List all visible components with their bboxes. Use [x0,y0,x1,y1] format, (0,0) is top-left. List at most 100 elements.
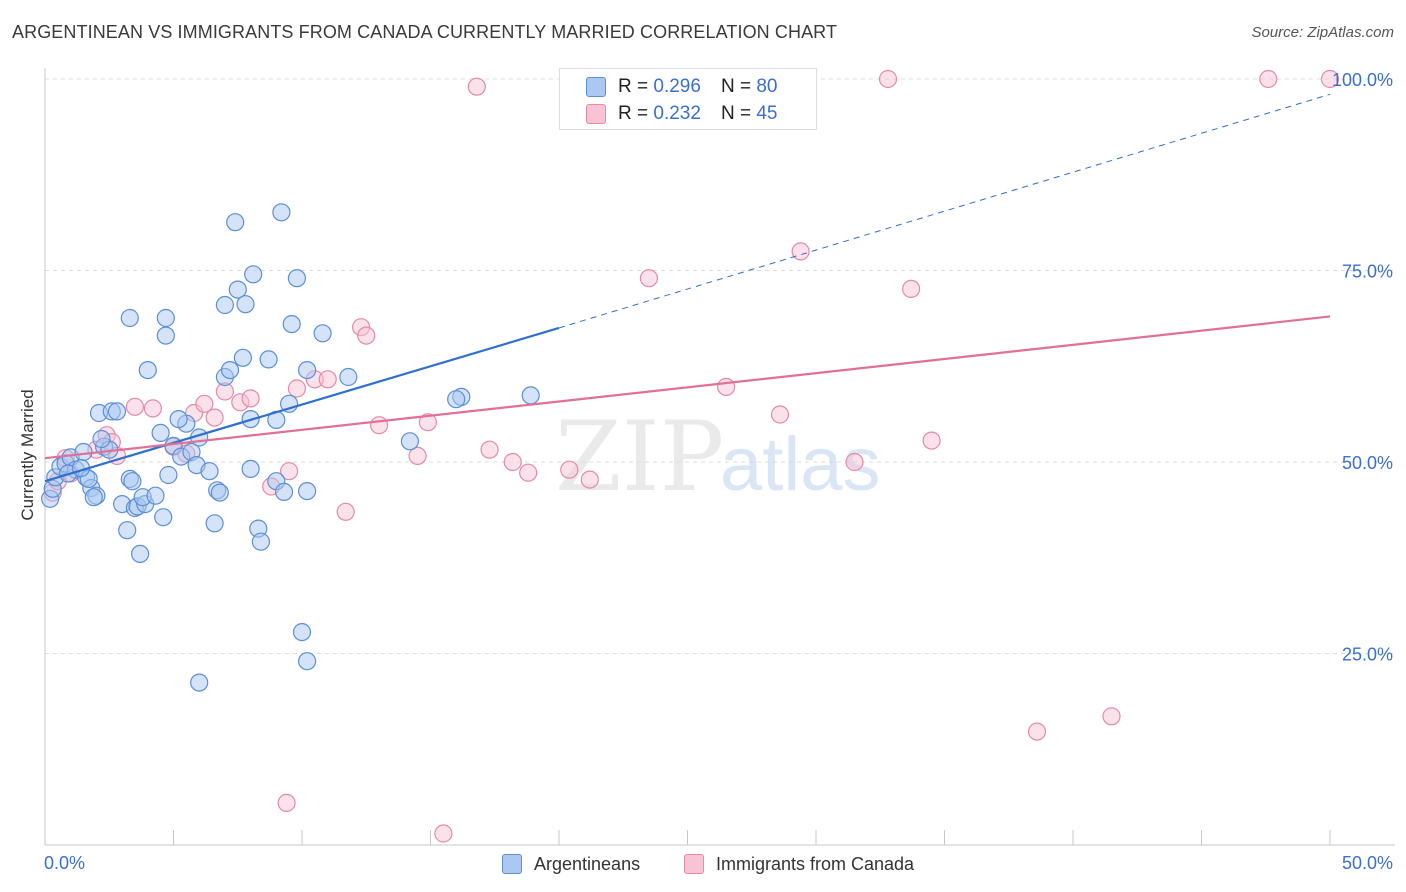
point-immigrants-from-canada [467,77,486,96]
legend-n-label: N = [720,76,752,97]
legend-correlation: R = 0.296 N = 80 R = 0.232 N = 45 [559,68,817,130]
point-immigrants-from-canada [280,462,299,481]
point-immigrants-from-canada [845,452,864,472]
series-argentineans [40,203,540,692]
point-argentineans [228,280,247,299]
legend-r-label: R = [618,103,649,124]
y-tick-label: 75.0% [1342,262,1393,282]
point-argentineans [251,532,270,551]
legend-r-value: 0.232 [653,103,701,124]
legend-swatch-blue [586,77,606,97]
point-argentineans [287,269,306,288]
point-immigrants-from-canada [418,413,437,432]
legend-n-value: 80 [756,76,778,97]
point-argentineans [313,324,332,343]
point-immigrants-from-canada [318,370,337,389]
trend-line-argentineans [44,326,560,483]
point-immigrants-from-canada [205,408,224,427]
point-argentineans [298,652,317,671]
point-argentineans [244,265,263,284]
watermark-zip: ZIP [555,401,724,513]
point-immigrants-from-canada [480,440,499,459]
point-immigrants-from-canada [370,416,389,435]
chart-title: ARGENTINEAN VS IMMIGRANTS FROM CANADA CU… [12,22,838,42]
point-argentineans [154,508,173,527]
point-argentineans [84,488,103,507]
point-immigrants-from-canada [195,394,214,413]
source-label: Source: ZipAtlas.com [1251,24,1394,41]
legend-swatch-blue [502,854,522,874]
trend-line-immigrants-from-canada [44,315,1331,460]
point-argentineans [220,361,240,380]
legend-n-label: N = [720,103,752,124]
point-argentineans [274,482,294,501]
point-immigrants-from-canada [1102,707,1121,726]
point-argentineans [151,423,170,442]
point-immigrants-from-canada [639,269,659,288]
point-argentineans [215,295,234,315]
legend-swatch-pink [684,854,704,874]
point-argentineans [205,514,224,533]
point-argentineans [118,521,137,540]
point-argentineans [298,361,317,380]
point-argentineans [159,465,178,485]
point-immigrants-from-canada [503,452,522,472]
point-argentineans [200,462,219,481]
tick-labels: 25.0% 50.0% 75.0% 100.0% 0.0% 50.0% [44,70,1393,873]
point-argentineans [233,348,252,367]
trend-line-argentineans-extension [558,93,1331,329]
point-argentineans [190,673,209,692]
point-argentineans [226,213,245,232]
point-argentineans [210,483,229,502]
point-argentineans [138,361,157,380]
point-immigrants-from-canada [716,377,736,396]
legend-series: Argentineans Immigrants from Canada [0,852,1406,878]
point-argentineans [447,390,466,409]
point-argentineans [282,315,301,334]
point-immigrants-from-canada [1320,69,1340,89]
point-immigrants-from-canada [770,405,790,424]
point-argentineans [156,326,175,345]
point-immigrants-from-canada [408,446,427,465]
point-immigrants-from-canada [519,463,538,482]
point-immigrants-from-canada [791,242,810,261]
point-immigrants-from-canada [336,502,355,521]
point-immigrants-from-canada [277,793,296,813]
point-argentineans [272,203,291,222]
point-immigrants-from-canada [357,326,376,345]
legend-item-immigrants-from-canada[interactable]: Immigrants from Canada [684,852,914,876]
point-argentineans [156,308,175,328]
trend-lines [44,93,1331,483]
y-tick-label: 50.0% [1342,453,1393,473]
point-argentineans [120,308,139,328]
point-argentineans [74,442,93,462]
point-immigrants-from-canada [241,389,260,408]
point-argentineans [131,544,150,564]
point-argentineans [339,367,358,387]
point-immigrants-from-canada [143,399,162,418]
point-argentineans [521,386,540,405]
x-tick-label: 50.0% [1342,853,1393,873]
legend-swatch-pink [586,104,606,124]
point-immigrants-from-canada [1259,69,1278,89]
legend-item-argentineans[interactable]: Argentineans [502,852,640,876]
point-immigrants-from-canada [560,460,579,479]
point-argentineans [292,622,312,642]
legend-n-value: 45 [756,103,778,124]
x-tick-label: 0.0% [44,853,85,873]
legend-label: Argentineans [534,853,641,874]
legend-r-label: R = [618,76,649,97]
y-axis-label: Currently Married [18,389,37,521]
y-tick-label: 100.0% [1332,70,1393,90]
point-argentineans [400,432,419,451]
point-argentineans [169,410,188,429]
point-immigrants-from-canada [580,470,599,489]
legend-r-value: 0.296 [653,76,701,97]
point-argentineans [236,295,255,314]
point-immigrants-from-canada [878,69,898,89]
legend-row-argentineans: R = 0.296 N = 80 [586,73,777,101]
point-immigrants-from-canada [434,824,453,843]
point-immigrants-from-canada [287,379,306,398]
legend-label: Immigrants from Canada [716,853,915,874]
